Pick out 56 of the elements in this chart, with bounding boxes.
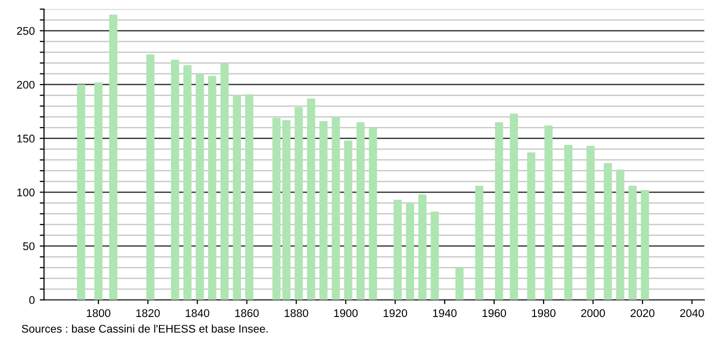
bar — [418, 194, 426, 300]
bar — [232, 95, 241, 300]
source-note: Sources : base Cassini de l'EHESS et base Insee. — [22, 324, 268, 333]
bar — [510, 114, 518, 300]
x-tick-label: 2040 — [680, 309, 704, 318]
bar — [564, 144, 572, 300]
bar — [94, 82, 103, 300]
y-tick-label: 50 — [23, 242, 35, 250]
x-tick-label: 1860 — [235, 309, 259, 318]
x-tick-label: 1880 — [284, 309, 308, 318]
y-tick-label: 250 — [17, 26, 35, 35]
bar — [586, 146, 595, 300]
bar — [394, 200, 402, 300]
bar — [430, 212, 439, 300]
bar — [475, 186, 484, 300]
bar — [196, 74, 204, 300]
bar — [183, 65, 192, 300]
bar — [282, 120, 290, 300]
x-tick-label: 2020 — [630, 309, 654, 318]
x-tick-label: 1800 — [86, 309, 110, 318]
bar — [208, 76, 216, 300]
bar — [527, 152, 536, 300]
bar — [544, 125, 553, 300]
bar — [640, 190, 650, 300]
bar — [455, 268, 464, 300]
bar — [220, 63, 229, 300]
bar — [109, 14, 118, 300]
bar — [307, 98, 316, 300]
x-tick-label: 1960 — [482, 309, 506, 318]
y-tick-label: 150 — [17, 134, 35, 143]
x-tick-label: 1940 — [433, 309, 457, 318]
y-tick-label: 100 — [17, 188, 35, 196]
bar — [356, 122, 365, 300]
bar — [272, 118, 281, 300]
x-tick-label: 1820 — [136, 309, 160, 318]
bar — [245, 94, 254, 300]
bar — [77, 84, 86, 300]
x-tick-label: 1840 — [186, 309, 210, 318]
bar — [294, 107, 303, 300]
bar — [406, 202, 414, 300]
bar — [604, 163, 612, 300]
bar — [171, 60, 180, 300]
bar — [628, 186, 637, 300]
y-tick-label: 0 — [29, 296, 35, 304]
x-tick-label: 2000 — [581, 309, 605, 318]
bar — [319, 121, 328, 300]
x-tick-label: 1920 — [384, 309, 408, 318]
bar — [332, 116, 340, 300]
bar — [494, 122, 504, 300]
bar — [146, 54, 154, 300]
bar — [344, 140, 352, 300]
y-tick-label: 200 — [17, 80, 35, 89]
x-tick-label: 1980 — [532, 309, 556, 318]
bar — [368, 128, 378, 300]
bar — [616, 170, 624, 300]
x-tick-label: 1900 — [334, 309, 358, 318]
